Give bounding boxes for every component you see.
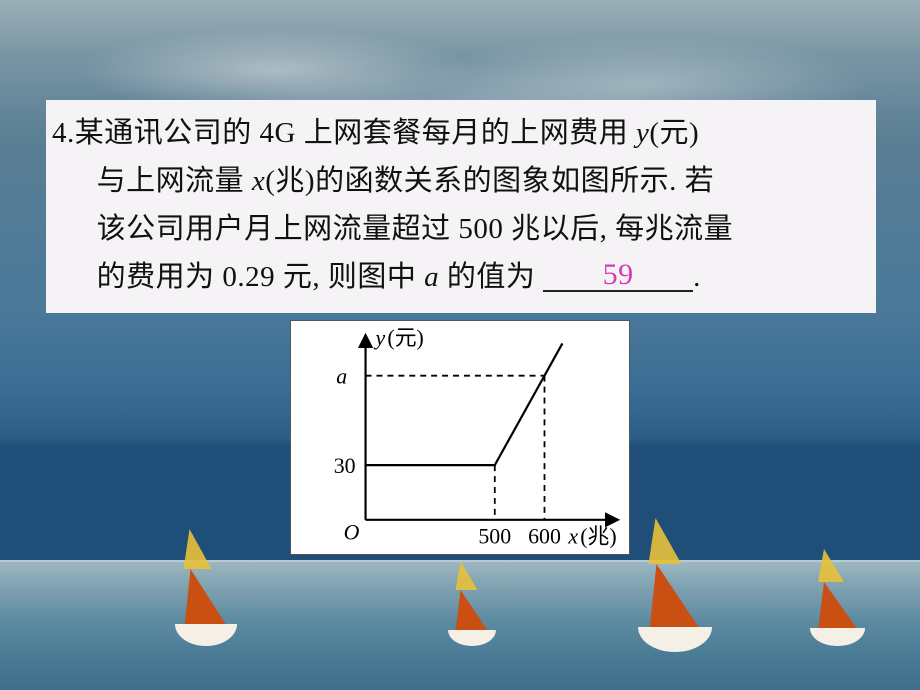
boat-sail-stripe: [455, 561, 477, 590]
boat-sail: [818, 582, 858, 630]
sailboat: [175, 568, 237, 646]
answer-value: 59: [603, 258, 634, 291]
svg-text:O: O: [344, 521, 360, 545]
answer-blank: 59: [543, 260, 693, 292]
boat-hull: [175, 624, 237, 646]
boat-hull: [638, 627, 712, 652]
problem-period: .: [693, 261, 701, 293]
problem-line4b: 的值为: [439, 261, 535, 293]
boat-sail-stripe: [649, 518, 682, 564]
unit-x: (兆): [265, 165, 315, 197]
svg-text:(元): (元): [387, 326, 423, 350]
boat-sail: [650, 564, 701, 630]
problem-line4a: 的费用为 0.29 元, 则图中: [97, 261, 425, 293]
problem-line3: 该公司用户月上网流量超过 500 兆以后, 每兆流量: [97, 206, 858, 254]
boat-sail-stripe: [184, 529, 212, 569]
svg-text:a: a: [336, 365, 347, 389]
svg-text:30: 30: [334, 454, 356, 478]
var-a: a: [424, 261, 439, 293]
svg-text:600: 600: [528, 525, 561, 549]
boat-sail: [185, 569, 228, 627]
svg-text:500: 500: [478, 525, 511, 549]
svg-text:x: x: [567, 525, 578, 549]
var-x: x: [252, 165, 265, 197]
sailboat: [810, 580, 865, 646]
problem-text-box: 4.某通讯公司的 4G 上网套餐每月的上网费用 y(元) 与上网流量 x(兆)的…: [46, 100, 876, 313]
unit-y: (元): [649, 117, 699, 149]
boat-sail-stripe: [818, 549, 844, 582]
sailboat: [638, 562, 712, 652]
chart-svg: y(元) a 30 O 500 600x(兆): [291, 321, 629, 555]
sailboat: [448, 588, 496, 646]
boat-hull: [448, 630, 496, 646]
var-y: y: [636, 117, 649, 149]
boat-hull: [810, 628, 865, 646]
boat-sail: [456, 590, 489, 632]
problem-line1: 某通讯公司的 4G 上网套餐每月的上网费用: [75, 117, 636, 149]
function-graph: y(元) a 30 O 500 600x(兆): [290, 320, 630, 555]
svg-text:y: y: [373, 326, 385, 350]
svg-text:(兆): (兆): [580, 525, 616, 549]
problem-line2b: 的函数关系的图象如图所示. 若: [315, 165, 714, 197]
problem-line2a: 与上网流量: [97, 165, 252, 197]
problem-number: 4.: [52, 117, 75, 149]
